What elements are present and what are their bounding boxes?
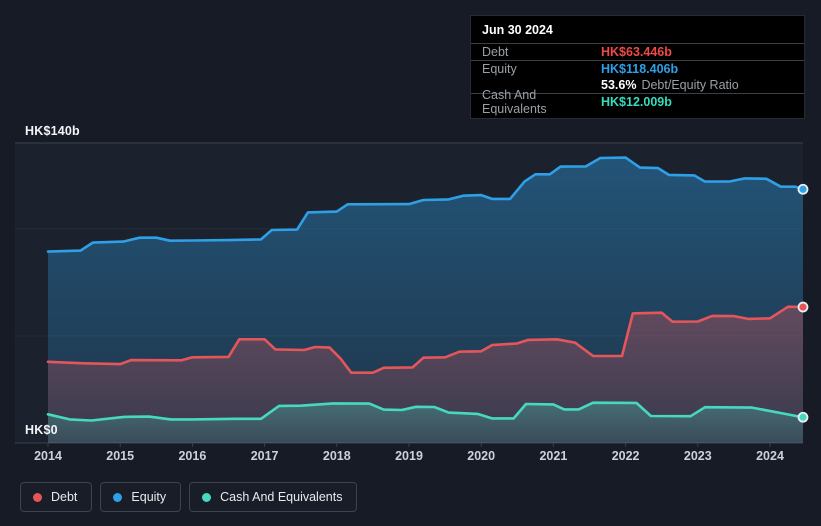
x-axis-label-2023: 2023 [683,449,712,463]
legend-label: Equity [131,490,167,504]
tooltip-ratio-label: Debt/Equity Ratio [641,78,739,92]
tooltip-equity-label: Equity [482,62,517,76]
y-axis-label-bottom: HK$0 [25,423,58,437]
x-axis: 2014 2015 2016 2017 2018 2019 2020 2021 2022 2023… [0,449,821,469]
legend-item-debt[interactable]: Debt [20,482,93,512]
cash-and-equivalents-line [46,401,805,422]
equity-line [46,156,805,253]
x-axis-label-2018: 2018 [322,449,351,463]
x-axis-label-2014: 2014 [34,449,62,463]
legend-label: Cash And Equivalents [220,490,343,504]
x-axis-label-2017: 2017 [250,449,279,463]
tooltip-cash-label: Cash And Equivalents [482,88,547,116]
equity-end-dot [797,183,809,195]
x-axis-label-2021: 2021 [539,449,568,463]
legend-item-cash-and-equivalents[interactable]: Cash And Equivalents [189,482,358,512]
tooltip-date: Jun 30 2024 [482,23,553,37]
legend-label: Debt [51,490,78,504]
x-axis-label-2019: 2019 [395,449,423,463]
tooltip-debt-label: Debt [482,45,509,59]
cash-and-equivalents-area [48,402,803,443]
tooltip-cash-value: HK$12.009b [601,95,672,109]
tooltip-row-debt: Debt HK$63.446b [471,43,804,60]
debt-end-dot [797,301,809,313]
x-axis-label-2020: 2020 [467,449,496,463]
legend-item-equity[interactable]: Equity [100,482,182,512]
x-axis-label-2024: 2024 [756,449,784,463]
debt-legend-dot-icon [33,492,42,502]
tooltip-ratio-value: 53.6% [601,78,637,92]
tooltip-row-ratio: 53.6% Debt/Equity Ratio [471,77,804,93]
chart-legend: Debt Equity Cash And Equivalents [20,482,365,512]
equity-legend-dot-icon [113,492,123,502]
tooltip-equity-value: HK$118.406b [601,62,679,76]
cash-and-equivalents-end-dot [797,411,809,423]
x-axis-label-2015: 2015 [106,449,135,463]
x-axis-label-2022: 2022 [611,449,640,463]
y-axis-label-top: HK$140b [25,124,80,138]
tooltip-debt-value: HK$63.446b [601,45,672,59]
tooltip-row-equity: Equity HK$118.406b [471,60,804,77]
tooltip-row-cash: Cash And Equivalents HK$12.009b [471,88,804,116]
x-axis-label-2016: 2016 [178,449,207,463]
cash-and-equivalents-legend-dot-icon [202,492,212,502]
debt-line [46,305,805,374]
data-tooltip: Jun 30 2024 Debt HK$63.446b Equity HK$11… [470,15,805,119]
